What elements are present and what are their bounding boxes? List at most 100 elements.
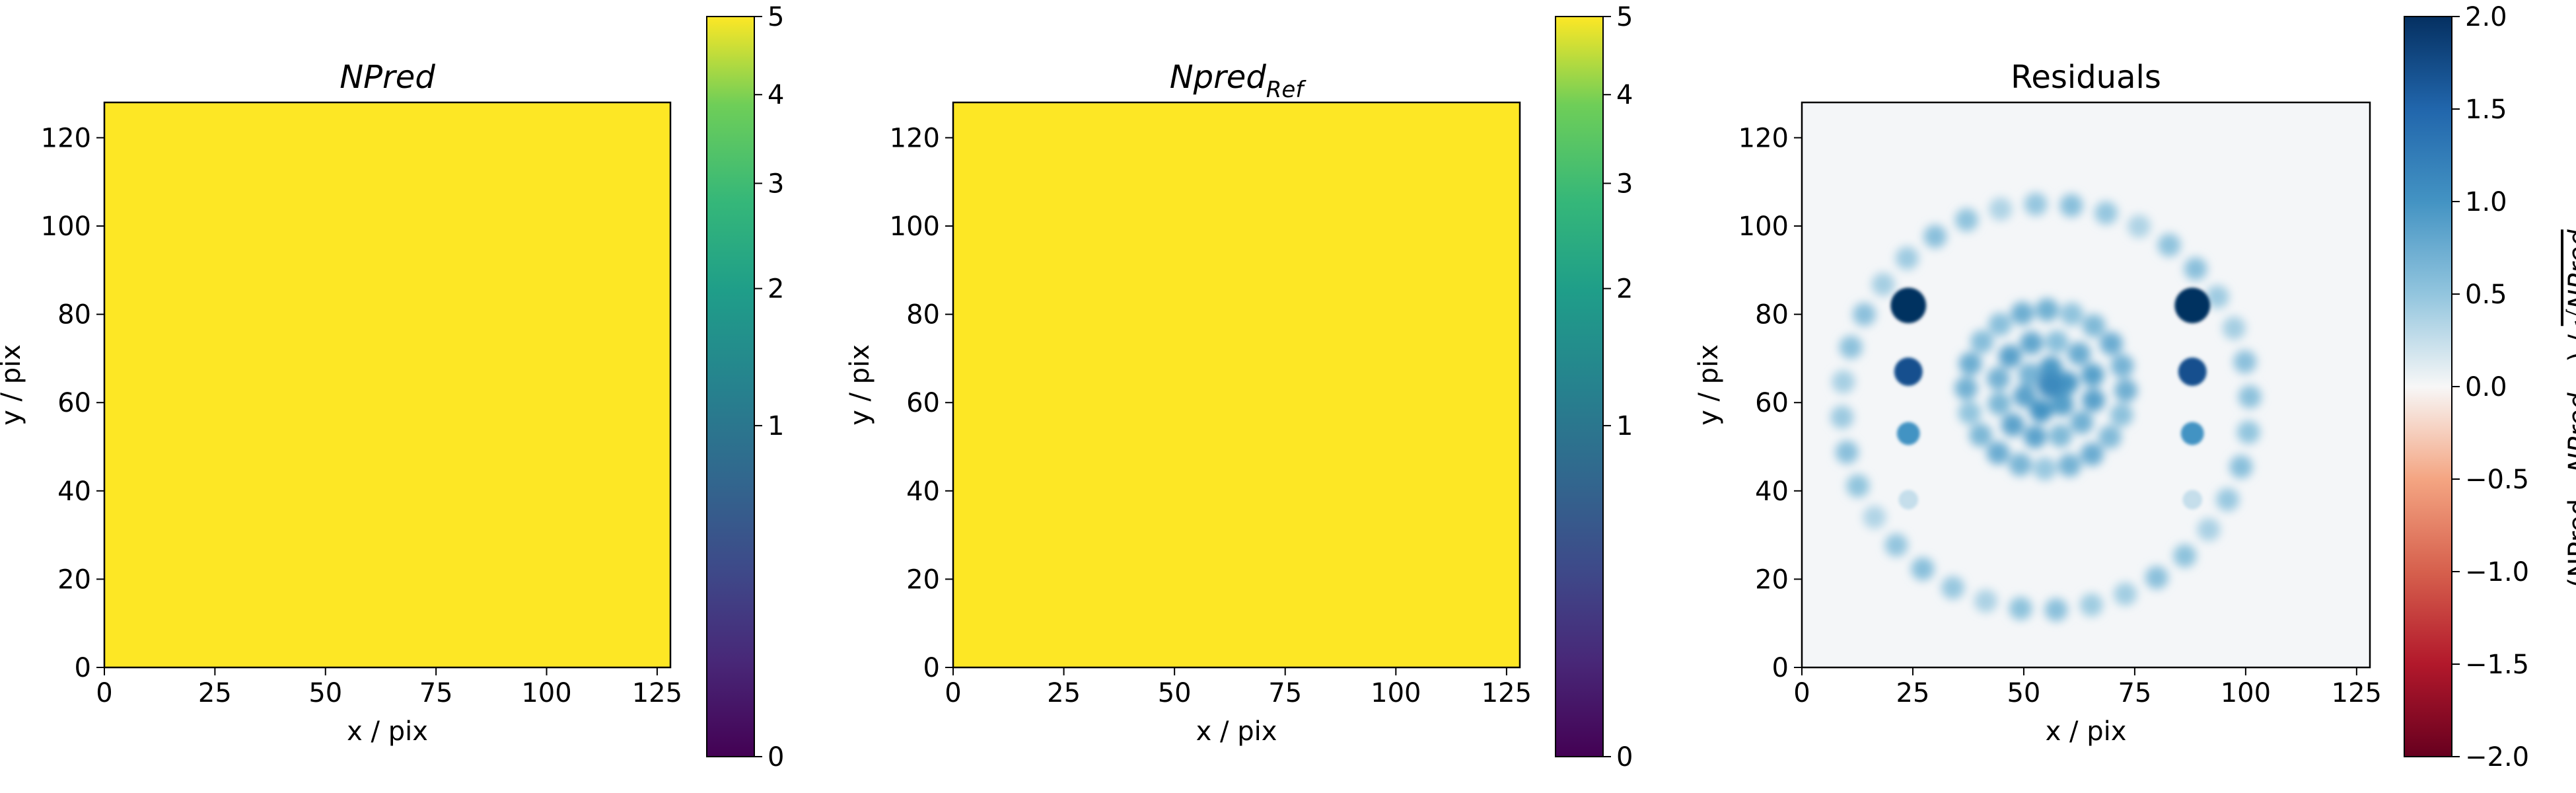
x-tick-label: 100: [2221, 678, 2271, 708]
residual-blob: [1846, 474, 1870, 498]
residual-blob: [2099, 332, 2123, 356]
residual-blob: [2216, 488, 2240, 511]
residual-blob: [2059, 194, 2083, 217]
residual-blob: [2009, 597, 2032, 621]
residual-blob: [2205, 285, 2229, 309]
colorbar-tick-label: 0: [1616, 742, 1633, 773]
y-tick-label: 20: [906, 564, 940, 595]
panel-3: Residuals 0 25 50 75 100 125 0 20 40 60 80 100 120 x /…: [1694, 2, 2576, 773]
residual-blob: [2057, 453, 2081, 477]
colorbar: 2.0 1.5 1.0 0.5 0.0 −0.5 −1.0 −1.5 −2.0 (NPred - …: [2404, 2, 2576, 773]
colorbar-label-part: ) /: [2563, 326, 2576, 362]
residual-blob: [1969, 423, 1993, 447]
colorbar-tick-label: 4: [1616, 80, 1633, 110]
residual-blob: [1839, 335, 1863, 359]
residual-blob: [2009, 453, 2032, 476]
residual-blob: [2110, 403, 2133, 427]
residual-blob: [2079, 593, 2103, 617]
x-axis-label: x / pix: [1196, 716, 1277, 747]
residual-blob: [2110, 354, 2134, 378]
colorbar-tick-label: −1.5: [2465, 650, 2529, 680]
point-sources: [1890, 287, 2211, 510]
colorbar-tick-label: 1.0: [2465, 187, 2507, 217]
heatmap-image: [104, 102, 670, 667]
x-tick-label: 0: [1793, 678, 1810, 708]
residual-blob: [1970, 330, 1994, 354]
panel-title-main: Npred: [1170, 59, 1267, 96]
colorbar-tick-label: −0.5: [2465, 465, 2529, 495]
point-source: [1894, 357, 1923, 386]
residual-blob: [1923, 225, 1947, 248]
residual-blob: [2145, 566, 2168, 589]
residual-blob: [1987, 392, 2011, 416]
colorbar-tick-label: 3: [1616, 169, 1633, 199]
colorbar-tick-label: 5: [768, 2, 784, 32]
residual-blob: [1954, 377, 1978, 400]
point-source: [1890, 287, 1927, 324]
residual-blob: [2114, 379, 2137, 402]
residual-blob: [2082, 389, 2106, 412]
y-tick-label: 0: [75, 653, 91, 683]
residual-blob: [2013, 384, 2036, 408]
x-tick-label: 0: [945, 678, 961, 708]
residual-blob: [2114, 582, 2137, 606]
x-tick-label: 75: [2118, 678, 2151, 708]
colorbar-tick-label: −2.0: [2465, 742, 2529, 773]
residual-blob: [2033, 457, 2057, 480]
colorbar-tick-label: −1.0: [2465, 557, 2529, 587]
residual-blob: [2229, 455, 2253, 478]
residual-blob: [2080, 442, 2104, 466]
colorbar-tick-label: 4: [768, 80, 784, 110]
residual-blob: [2067, 342, 2091, 365]
colorbar-frame: [1555, 16, 1604, 757]
residual-blob: [1958, 401, 1982, 425]
residual-blob: [2128, 214, 2151, 238]
residual-blob: [1958, 352, 1982, 375]
panel-title: Residuals: [2011, 59, 2161, 96]
colorbar-tick-label: 1: [768, 411, 784, 441]
colorbar-tick-label: 1.5: [2465, 94, 2507, 125]
residual-blob: [1895, 246, 1919, 270]
point-source: [2180, 422, 2204, 445]
colorbar-frame: [706, 16, 755, 757]
y-tick-label: 80: [906, 300, 940, 330]
residual-blob: [1954, 208, 1978, 232]
colorbar: 0 1 2 3 4 5: [1555, 2, 1633, 773]
residual-blob: [1911, 557, 1935, 581]
residual-blob: [1986, 367, 2010, 391]
residual-blob: [1974, 589, 1997, 613]
residual-blob: [1941, 576, 1965, 599]
x-tick-label: 75: [419, 678, 453, 708]
colorbar-gradient: [1556, 17, 1603, 757]
residual-blob: [2020, 331, 2044, 355]
residual-blob: [2238, 385, 2262, 409]
point-source: [2182, 490, 2203, 510]
residual-blob: [2222, 317, 2246, 340]
residual-blob: [2060, 302, 2083, 326]
panel-title: NpredRef: [1170, 59, 1307, 103]
residual-blob: [2081, 363, 2104, 387]
colorbar-tick-label: 2.0: [2465, 2, 2507, 32]
residual-blob: [2173, 544, 2197, 568]
colorbar: 0 1 2 3 4 5: [706, 2, 784, 773]
residual-blob: [2023, 425, 2047, 449]
y-tick-label: 60: [906, 388, 940, 418]
y-tick-label: 80: [57, 300, 91, 330]
colorbar-tick-label: 0.0: [2465, 372, 2507, 402]
y-tick-label: 60: [1755, 388, 1789, 418]
residual-blob: [2018, 363, 2042, 386]
residual-blob: [2236, 420, 2260, 444]
y-tick-label: 120: [1738, 123, 1789, 153]
heatmap-image: [953, 102, 1520, 667]
colorbar-tick-label: 2: [768, 274, 784, 305]
y-tick-label: 100: [1738, 211, 1789, 242]
y-axis-label: y / pix: [845, 344, 875, 426]
residual-blob: [2045, 330, 2069, 354]
y-tick-label: 80: [1755, 300, 1789, 330]
x-tick-label: 0: [96, 678, 112, 708]
residual-blob: [2184, 257, 2207, 281]
residual-rings: [1830, 192, 2262, 622]
colorbar-tick-label: 2: [1616, 274, 1633, 305]
